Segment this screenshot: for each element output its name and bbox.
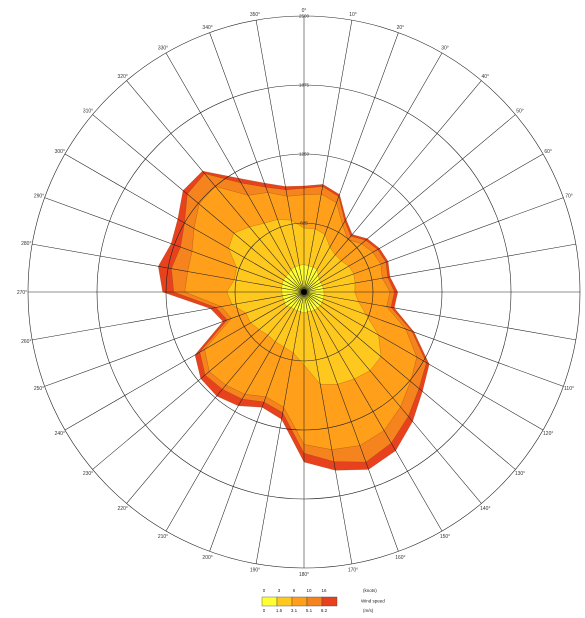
spoke-170 [303, 291, 353, 564]
legend-ms-tick-1: 0 [263, 608, 266, 613]
legend-swatch-4 [306, 596, 323, 607]
legend-knots-tick-1: 0 [263, 588, 266, 593]
direction-label-50: 50° [516, 109, 524, 115]
legend-swatch-5 [321, 596, 338, 607]
direction-label-340: 340° [202, 25, 212, 31]
spoke-40 [303, 80, 482, 293]
direction-label-60: 60° [544, 149, 552, 155]
wind-speed-bands [158, 170, 430, 471]
direction-label-10: 10° [349, 12, 357, 18]
center-hub [301, 289, 307, 295]
direction-label-330: 330° [158, 46, 168, 52]
spoke-290 [44, 197, 305, 293]
direction-label-210: 210° [158, 534, 168, 540]
spoke-110 [303, 291, 564, 387]
direction-label-310: 310° [83, 109, 93, 115]
spoke-320 [126, 80, 305, 293]
legend-knots-tick-3: 6 [293, 588, 296, 593]
spoke-120 [303, 291, 544, 431]
spoke-50 [303, 114, 516, 293]
spoke-10 [303, 20, 353, 293]
direction-label-160: 160° [395, 555, 405, 561]
spoke-300 [64, 153, 305, 293]
spoke-190 [255, 291, 305, 564]
legend-ms-tick-2: 1.5 [276, 608, 283, 613]
spoke-310 [92, 114, 305, 293]
spoke-260 [32, 291, 305, 341]
polar-grid [27, 15, 581, 569]
spoke-210 [165, 291, 305, 532]
spoke-30 [303, 52, 443, 293]
spoke-70 [303, 197, 564, 293]
direction-label-200: 200° [202, 555, 212, 561]
spoke-330 [165, 52, 305, 293]
direction-label-70: 70° [565, 193, 573, 199]
direction-label-170: 170° [348, 568, 358, 574]
direction-labels: 0° 10° 20° 30° 40° 50° 60° 70° 110° 120° 130° 140° 1… [17, 8, 574, 578]
direction-label-150: 150° [440, 534, 450, 540]
spoke-100 [303, 291, 576, 341]
direction-label-180: 180° [299, 572, 309, 578]
legend-swatch-3 [291, 596, 308, 607]
legend-ms-tick-5: 8.2 [321, 608, 328, 613]
spoke-280 [32, 243, 305, 293]
direction-label-290: 290° [34, 193, 44, 199]
legend-knots-tick-5: 16 [321, 588, 327, 593]
legend-ms-unit: (m/s) [363, 608, 374, 613]
direction-label-140: 140° [480, 506, 490, 512]
direction-label-120: 120° [543, 431, 553, 437]
spoke-150 [303, 291, 443, 532]
legend-knots-tick-4: 10 [306, 588, 312, 593]
spoke-340 [209, 32, 305, 293]
legend: 0 3 6 10 16 (knots) 0 1.5 3.1 5.1 8.2 (m/s) Wind… [261, 588, 385, 613]
direction-label-130: 130° [515, 471, 525, 477]
direction-label-0: 0° [302, 8, 307, 14]
legend-knots-unit: (knots) [363, 588, 377, 593]
ring-labels: 625 1250 1875 2500 [299, 14, 310, 226]
direction-label-240: 240° [55, 431, 65, 437]
legend-ms-tick-3: 3.1 [291, 608, 298, 613]
direction-label-320: 320° [118, 74, 128, 80]
direction-label-20: 20° [397, 25, 405, 31]
ring-label-3: 1875 [299, 83, 310, 88]
spoke-80 [303, 243, 576, 293]
legend-swatch-2 [276, 596, 293, 607]
spoke-160 [303, 291, 399, 552]
legend-title: Wind speed [361, 599, 385, 604]
direction-label-300: 300° [55, 149, 65, 155]
direction-label-250: 250° [34, 386, 44, 392]
legend-knots-tick-2: 3 [278, 588, 281, 593]
direction-label-280: 280° [21, 241, 31, 247]
ring-label-2: 1250 [299, 152, 310, 157]
legend-swatch-1 [261, 596, 278, 607]
direction-label-270: 270° [17, 290, 27, 296]
spoke-220 [126, 291, 305, 504]
direction-label-110: 110° [564, 386, 574, 392]
spoke-240 [64, 291, 305, 431]
spoke-200 [209, 291, 305, 552]
ring-label-4: 2500 [299, 14, 310, 19]
direction-label-260: 260° [21, 339, 31, 345]
spoke-140 [303, 291, 482, 504]
direction-label-230: 230° [83, 471, 93, 477]
spoke-350 [255, 20, 305, 293]
direction-label-40: 40° [482, 74, 490, 80]
spoke-130 [303, 291, 516, 470]
spoke-60 [303, 153, 544, 293]
direction-label-350: 350° [250, 12, 260, 18]
ring-label-1: 625 [300, 221, 308, 226]
spoke-230 [92, 291, 305, 470]
direction-label-220: 220° [118, 506, 128, 512]
spoke-20 [303, 32, 399, 293]
legend-ms-tick-4: 5.1 [306, 608, 313, 613]
direction-label-30: 30° [441, 46, 449, 52]
direction-label-190: 190° [250, 568, 260, 574]
spoke-250 [44, 291, 305, 387]
